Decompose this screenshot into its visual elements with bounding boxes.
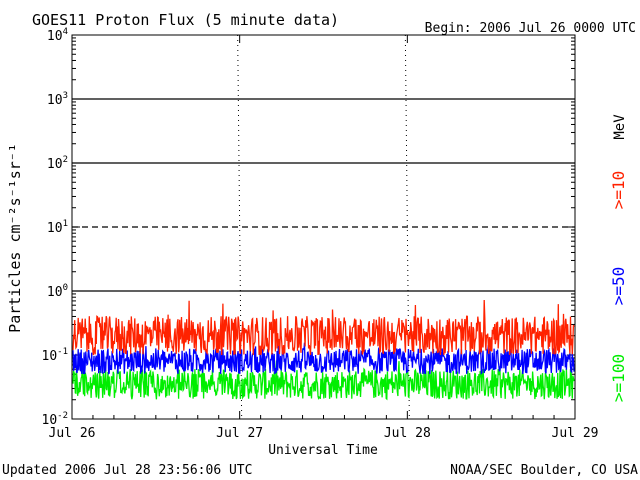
legend-entry: >=50 [609, 267, 628, 306]
x-tick-label: Jul 27 [216, 426, 263, 441]
source-credit: NOAA/SEC Boulder, CO USA [450, 463, 638, 478]
legend-entry: >=10 [609, 171, 628, 210]
chart-title: GOES11 Proton Flux (5 minute data) [32, 11, 339, 29]
series-layer [72, 299, 575, 401]
y-axis-label: Particles cm⁻²s⁻¹sr⁻¹ [6, 143, 24, 333]
legend: >=10 >=50 >=100 MeV [609, 114, 628, 402]
series-line-ge50 [72, 342, 575, 375]
plot-frame [71, 34, 576, 420]
y-tick-label: 102 [47, 155, 68, 172]
x-tick-label: Jul 26 [49, 426, 96, 441]
y-tick-label: 104 [47, 27, 68, 44]
begin-label: Begin: 2006 Jul 26 0000 UTC [425, 21, 636, 36]
updated-timestamp: Updated 2006 Jul 28 23:56:06 UTC [2, 463, 252, 478]
y-tick-label: 100 [47, 283, 68, 300]
y-tick-label: 103 [47, 91, 68, 108]
legend-entry: >=100 [609, 354, 628, 402]
x-tick-label: Jul 29 [552, 426, 599, 441]
legend-unit: MeV [612, 114, 628, 140]
series-line-ge100 [72, 360, 575, 401]
y-tick-label: 101 [47, 219, 68, 236]
x-axis-label: Universal Time [268, 443, 378, 458]
y-tick-label: 10-1 [42, 347, 69, 364]
x-tick-label: Jul 28 [384, 426, 431, 441]
x-axis-ticks: Jul 26 Jul 27 Jul 28 Jul 29 [49, 35, 599, 441]
y-tick-label: 10-2 [42, 411, 69, 428]
series-line-ge10 [72, 299, 575, 356]
